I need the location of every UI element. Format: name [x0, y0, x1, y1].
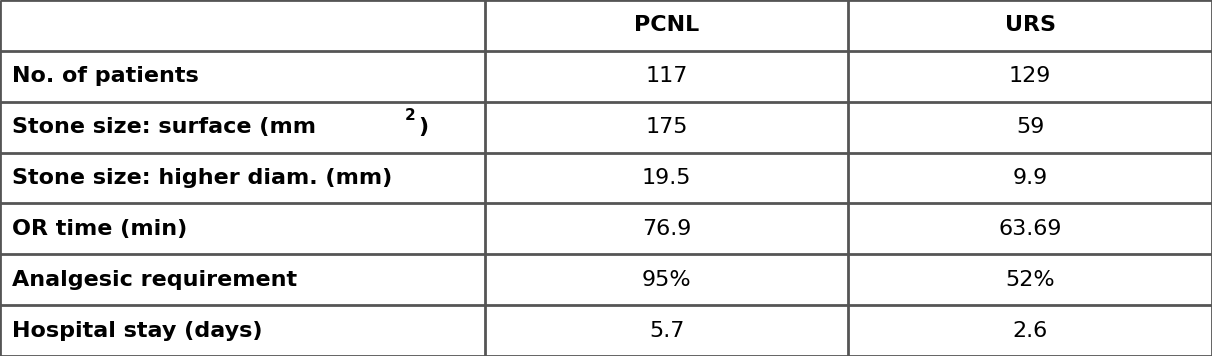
- Text: 52%: 52%: [1006, 270, 1054, 290]
- Text: 117: 117: [646, 66, 687, 86]
- Text: No. of patients: No. of patients: [12, 66, 199, 86]
- Text: 63.69: 63.69: [999, 219, 1062, 239]
- Text: 2: 2: [405, 109, 416, 124]
- Text: ): ): [418, 117, 428, 137]
- Text: PCNL: PCNL: [634, 15, 699, 36]
- Text: 2: 2: [405, 120, 416, 135]
- Text: 95%: 95%: [642, 270, 691, 290]
- Text: 5.7: 5.7: [648, 320, 685, 341]
- Text: 76.9: 76.9: [642, 219, 691, 239]
- Text: Hospital stay (days): Hospital stay (days): [12, 320, 263, 341]
- Text: URS: URS: [1005, 15, 1056, 36]
- Text: 9.9: 9.9: [1012, 168, 1048, 188]
- Text: OR time (min): OR time (min): [12, 219, 188, 239]
- Text: 19.5: 19.5: [642, 168, 691, 188]
- Text: 175: 175: [645, 117, 688, 137]
- Text: 2.6: 2.6: [1012, 320, 1048, 341]
- Text: 59: 59: [1016, 117, 1045, 137]
- Text: Stone size: higher diam. (mm): Stone size: higher diam. (mm): [12, 168, 393, 188]
- Text: Analgesic requirement: Analgesic requirement: [12, 270, 297, 290]
- Text: Stone size: surface (mm: Stone size: surface (mm: [12, 117, 316, 137]
- Text: 129: 129: [1010, 66, 1051, 86]
